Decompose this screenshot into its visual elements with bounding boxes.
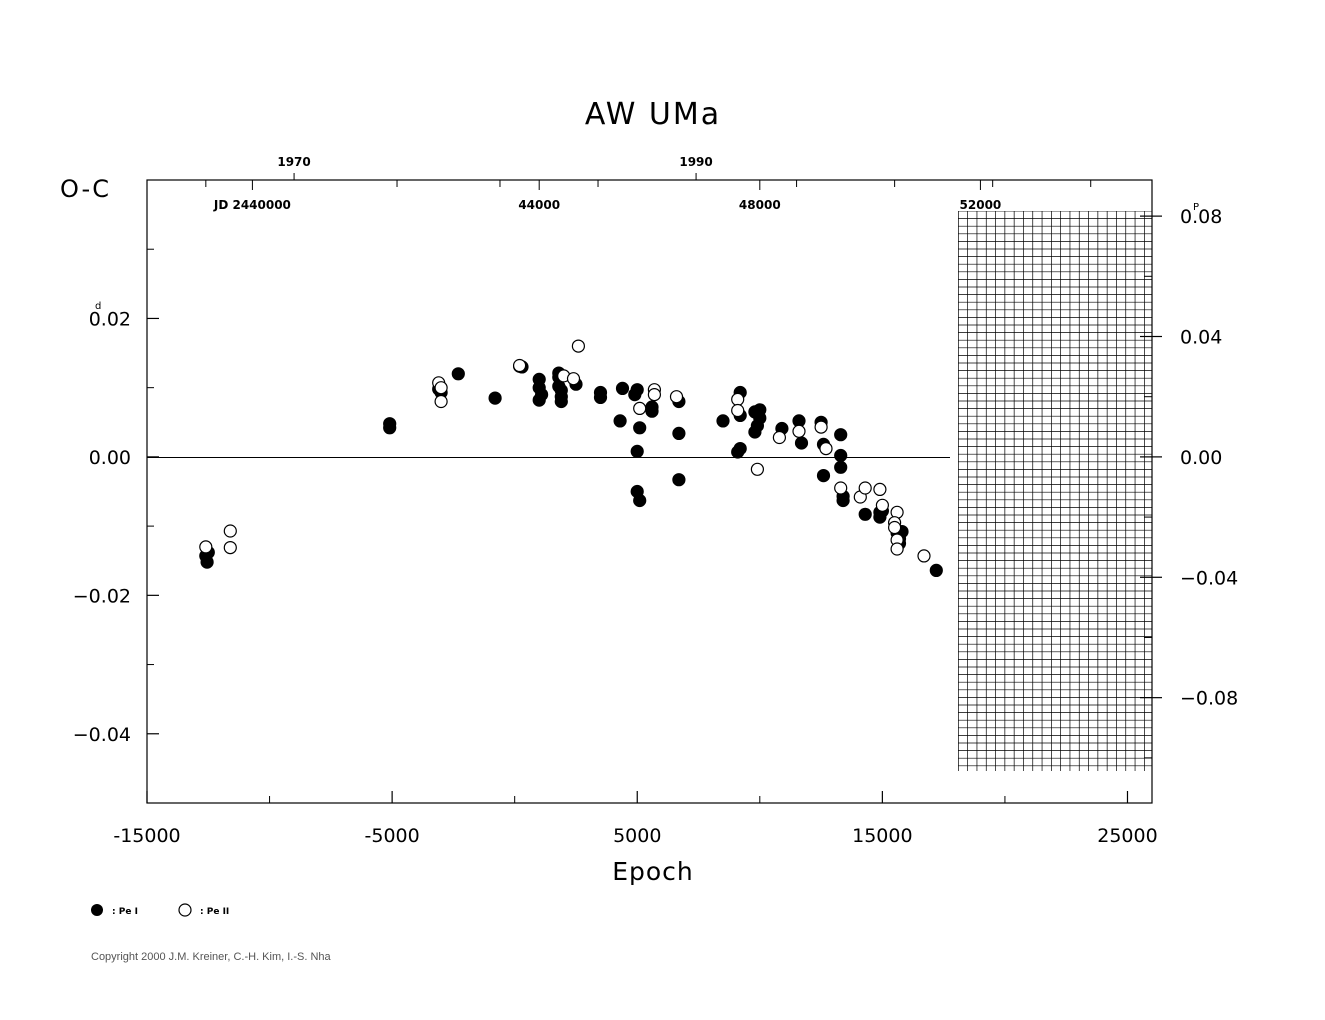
top-year-label: 1970 xyxy=(277,155,310,169)
data-point-pe2 xyxy=(917,549,931,563)
data-point-pe1 xyxy=(613,414,627,428)
data-point-pe2 xyxy=(566,372,581,386)
data-point-pe2 xyxy=(223,540,237,555)
data-point-pe1 xyxy=(593,390,608,404)
data-point-pe2 xyxy=(873,482,887,496)
data-point-pe2 xyxy=(875,498,890,512)
plot-frame xyxy=(146,179,1153,804)
data-point-pe1 xyxy=(834,448,848,463)
data-point-pe1 xyxy=(816,469,831,483)
x-tick-label: -5000 xyxy=(365,825,420,847)
top-jd-label: 52000 xyxy=(960,198,1002,212)
data-point-pe1 xyxy=(383,417,397,431)
data-point-pe1 xyxy=(834,460,848,474)
y-axis-label: O-C xyxy=(60,175,111,203)
y-tick-label: 0.00 xyxy=(89,447,131,469)
data-point-pe2 xyxy=(633,401,647,415)
data-point-pe2 xyxy=(223,524,237,538)
data-point-pe2 xyxy=(199,540,213,554)
y2-tick-label: −0.04 xyxy=(1180,567,1238,589)
x-tick-label: 15000 xyxy=(852,825,912,847)
legend-label-pe1: : Pe I xyxy=(112,907,138,917)
y-tick-label: −0.04 xyxy=(73,724,131,746)
y-tick-label: −0.02 xyxy=(73,585,131,607)
no-data-hatched-region xyxy=(958,211,1152,771)
data-point-pe2 xyxy=(890,542,904,556)
top-jd-label: 48000 xyxy=(739,198,781,212)
data-point-pe1 xyxy=(488,391,502,405)
data-point-pe2 xyxy=(731,403,745,418)
data-point-pe1 xyxy=(615,381,630,395)
data-point-pe2 xyxy=(887,520,902,535)
data-point-pe1 xyxy=(630,444,644,458)
data-point-pe1 xyxy=(633,421,647,435)
chart-title: AW UMa xyxy=(585,97,721,132)
data-point-pe1 xyxy=(794,436,809,450)
x-tick-label: 25000 xyxy=(1097,825,1157,847)
top-jd-label: 44000 xyxy=(518,198,560,212)
data-point-pe2 xyxy=(792,424,806,438)
legend: : Pe I : Pe II xyxy=(91,903,229,917)
top-jd-label: JD 2440000 xyxy=(213,198,291,212)
y2-tick-label: −0.08 xyxy=(1180,688,1238,710)
data-point-pe1 xyxy=(554,383,568,397)
legend-label-pe2: : Pe II xyxy=(200,907,229,917)
data-point-pe1 xyxy=(645,404,659,418)
data-point-pe1 xyxy=(672,426,686,440)
data-point-pe1 xyxy=(858,507,872,521)
data-point-pe2 xyxy=(858,481,872,495)
x-tick-label: -15000 xyxy=(113,825,180,847)
data-point-pe2 xyxy=(647,388,662,402)
y2-tick-label: 0.00 xyxy=(1180,447,1222,469)
data-point-pe2 xyxy=(814,420,828,434)
data-point-pe2 xyxy=(571,339,586,353)
data-point-pe2 xyxy=(669,390,684,404)
data-point-pe1 xyxy=(451,367,465,381)
y2-unit-superscript: P xyxy=(1193,202,1199,213)
data-point-pe1 xyxy=(834,428,848,442)
y2-tick-label: 0.04 xyxy=(1180,327,1222,349)
y-unit-superscript: d xyxy=(95,301,101,312)
legend-marker-pe1 xyxy=(91,904,103,916)
data-point-pe2 xyxy=(750,462,765,476)
data-point-pe2 xyxy=(434,394,448,409)
data-point-pe1 xyxy=(534,388,549,402)
data-point-pe1 xyxy=(630,383,644,397)
data-point-pe1 xyxy=(716,414,730,428)
data-point-pe2 xyxy=(834,481,848,495)
x-tick-label: 5000 xyxy=(613,825,661,847)
axes-group: -15000 -5000 5000 15000 25000 0.02 0.00 −0.02 −0… xyxy=(73,155,1238,847)
data-point-pe2 xyxy=(512,358,527,373)
data-point-pe1 xyxy=(633,493,647,508)
copyright-text: Copyright 2000 J.M. Kreiner, C.-H. Kim, … xyxy=(91,951,332,963)
top-year-label: 1990 xyxy=(679,155,712,169)
data-point-pe1 xyxy=(836,493,850,508)
data-point-pe2 xyxy=(772,430,787,445)
x-axis-label: Epoch xyxy=(612,857,694,886)
data-point-pe2 xyxy=(819,442,833,456)
data-point-pe1 xyxy=(554,394,568,409)
data-points xyxy=(199,339,943,578)
data-point-pe1 xyxy=(753,411,767,425)
y-tick-label: 0.02 xyxy=(89,308,131,330)
data-point-pe2 xyxy=(731,392,745,406)
y2-tick-label: 0.08 xyxy=(1180,206,1222,228)
data-point-pe1 xyxy=(672,473,686,487)
data-point-pe2 xyxy=(434,381,448,395)
data-point-pe1 xyxy=(929,563,943,578)
data-point-pe1 xyxy=(731,445,745,459)
legend-marker-pe2 xyxy=(178,903,192,917)
